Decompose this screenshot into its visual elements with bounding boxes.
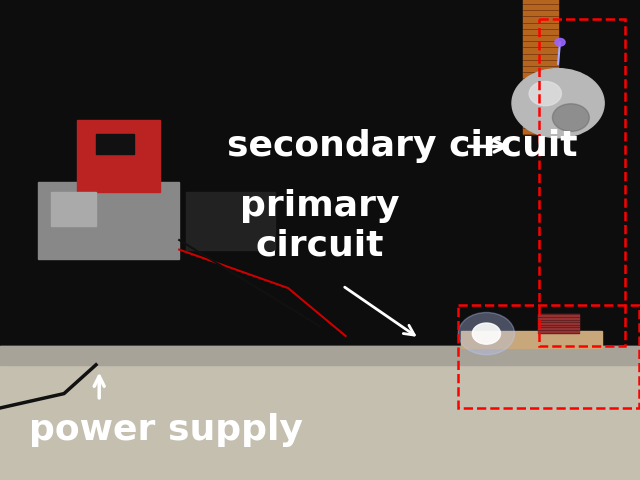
Bar	[77, 120, 160, 192]
Bar	[524, 0, 559, 134]
Text: power supply: power supply	[29, 413, 303, 446]
Circle shape	[458, 312, 515, 355]
Bar	[96, 134, 134, 154]
Bar	[539, 19, 625, 346]
Bar	[458, 305, 639, 408]
Bar	[38, 182, 179, 259]
Bar	[51, 192, 96, 226]
Circle shape	[555, 38, 565, 46]
Bar	[0, 346, 640, 480]
Bar	[0, 346, 640, 365]
Circle shape	[552, 104, 589, 132]
Circle shape	[529, 82, 561, 106]
Text: secondary circuit: secondary circuit	[227, 130, 578, 163]
Bar	[186, 192, 275, 250]
Bar	[0, 0, 640, 346]
Circle shape	[472, 323, 500, 344]
Bar	[538, 314, 579, 333]
Bar	[461, 331, 602, 348]
Text: primary
circuit: primary circuit	[240, 189, 400, 262]
Circle shape	[512, 69, 604, 138]
